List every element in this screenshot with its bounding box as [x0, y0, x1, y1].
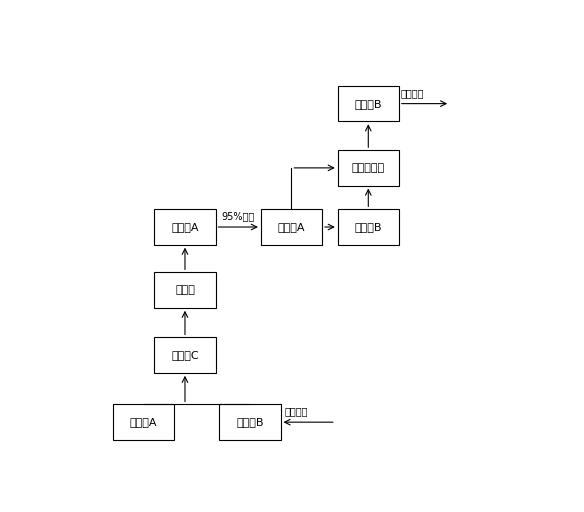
Text: 加热器A: 加热器A — [130, 417, 157, 427]
Text: 冷凝器B: 冷凝器B — [354, 99, 382, 109]
FancyBboxPatch shape — [154, 337, 215, 373]
Text: 加热器C: 加热器C — [171, 350, 199, 360]
Text: 乙醒提纯塔: 乙醒提纯塔 — [352, 163, 385, 173]
FancyBboxPatch shape — [154, 272, 215, 308]
Text: 加热器A: 加热器A — [277, 222, 305, 232]
Text: 乙醒原料: 乙醒原料 — [284, 406, 308, 416]
Text: 无水乙醒: 无水乙醒 — [401, 88, 425, 98]
FancyBboxPatch shape — [338, 209, 399, 245]
FancyBboxPatch shape — [154, 209, 215, 245]
FancyBboxPatch shape — [113, 404, 174, 440]
Text: 脆水塔: 脆水塔 — [175, 285, 195, 295]
FancyBboxPatch shape — [338, 150, 399, 186]
Text: 加热器B: 加热器B — [237, 417, 264, 427]
Text: 95%乙醒: 95%乙醒 — [221, 211, 255, 221]
FancyBboxPatch shape — [261, 209, 322, 245]
FancyBboxPatch shape — [220, 404, 280, 440]
Text: 冷凝器A: 冷凝器A — [171, 222, 199, 232]
FancyBboxPatch shape — [338, 86, 399, 121]
Text: 加热器B: 加热器B — [354, 222, 382, 232]
